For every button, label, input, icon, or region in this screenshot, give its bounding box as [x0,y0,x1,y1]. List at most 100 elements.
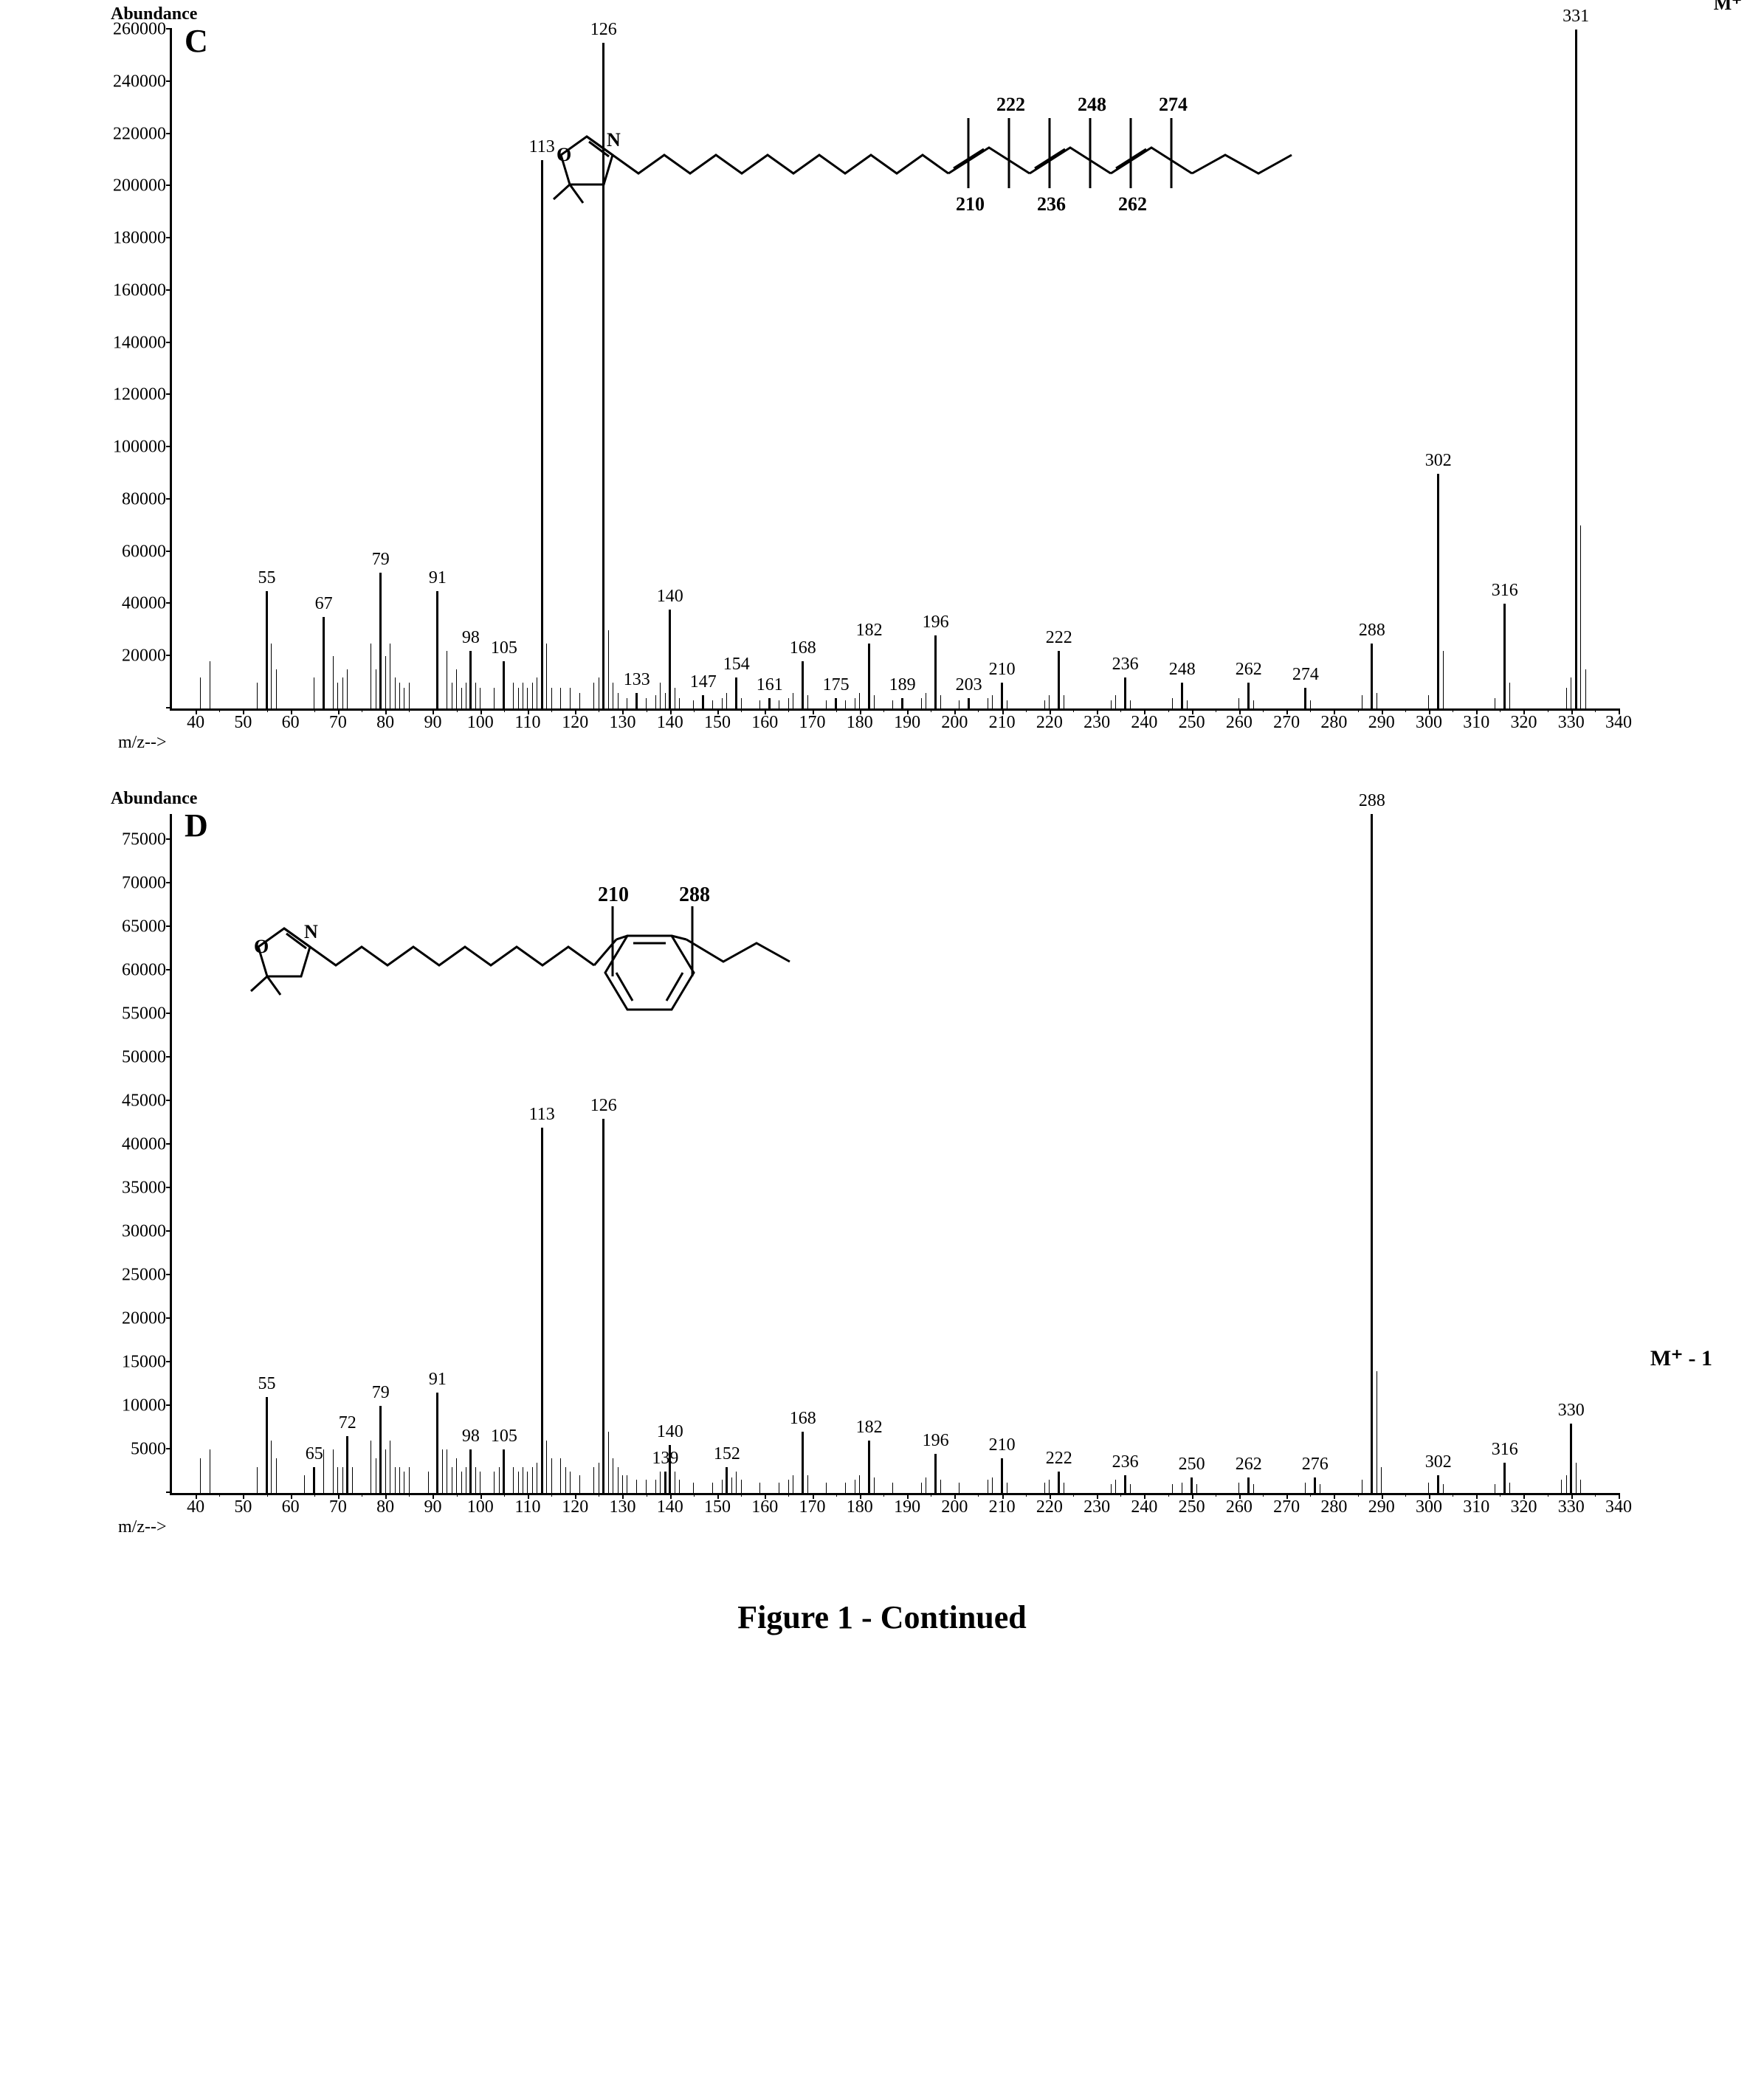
x-tick-label: 180 [847,1493,873,1517]
peak-label: 262 [1236,660,1262,680]
peak-label: 182 [856,1418,883,1438]
y-tick-label: 160000 [113,280,172,300]
noise-bar [395,677,396,708]
noise-bar [395,1467,396,1493]
svg-text:288: 288 [679,883,710,906]
noise-bar [921,698,922,708]
noise-bar [570,688,571,708]
x-tick-minor [694,1493,695,1497]
noise-bar [593,683,594,708]
peak-bar [835,698,837,708]
x-tick-label: 110 [514,708,540,733]
y-tick-mark [166,1361,172,1362]
svg-text:274: 274 [1159,94,1188,115]
peak-label: 67 [315,594,333,614]
peak-bar [469,651,472,708]
figure-caption: Figure 1 - Continued [30,1599,1734,1636]
svg-text:O: O [254,936,269,957]
noise-bar [722,698,723,708]
x-tick-label: 70 [329,1493,347,1517]
y-tick-label: 200000 [113,176,172,196]
noise-bar [579,1475,580,1493]
noise-bar [660,683,661,708]
x-tick-label: 270 [1273,1493,1300,1517]
x-tick-label: 200 [941,1493,968,1517]
noise-bar [200,1458,201,1493]
peak-label: 316 [1492,1440,1518,1460]
x-tick-minor [1026,708,1027,712]
x-tick-label: 120 [562,708,588,733]
peak-bar [379,1406,382,1493]
x-tick-minor [1595,708,1596,712]
x-tick-minor [836,1493,837,1497]
peak-bar [726,1467,728,1493]
noise-bar [1111,700,1112,708]
noise-bar [759,1483,760,1493]
peak-bar [1503,1463,1506,1493]
noise-bar [1305,1483,1306,1493]
x-tick-minor [1120,1493,1121,1497]
noise-bar [874,695,875,708]
x-tick-minor [457,708,458,712]
peak-label: 210 [989,1435,1016,1455]
peak-label: 203 [956,675,982,695]
chem-structure-c: O N 210 [517,66,1402,214]
peak-bar [1124,1475,1126,1493]
noise-bar [333,1449,334,1493]
noise-bar [1566,688,1567,708]
noise-bar [859,1475,860,1493]
x-tick-label: 80 [376,708,394,733]
peak-bar [868,1441,870,1493]
noise-bar [527,1472,528,1493]
noise-bar [807,695,808,708]
noise-bar [494,1472,495,1493]
noise-bar [333,656,334,708]
noise-bar [892,1483,893,1493]
noise-bar [546,644,547,708]
noise-bar [992,695,993,708]
x-tick-minor [836,708,837,712]
noise-bar [1044,1483,1045,1493]
noise-bar [1566,1475,1567,1493]
peak-bar [635,693,638,708]
noise-bar [475,1467,476,1493]
peak-bar [1058,1472,1060,1493]
x-tick-label: 330 [1558,708,1585,733]
peak-label: 126 [590,20,617,40]
noise-bar [826,700,827,708]
noise-bar [337,683,338,708]
noise-bar [579,693,580,708]
x-tick-minor [1500,708,1501,712]
y-tick-mark [166,838,172,840]
peak-label: 55 [258,568,276,588]
y-tick-label: 15000 [122,1353,172,1373]
noise-bar [759,700,760,708]
x-tick-label: 150 [704,708,731,733]
x-tick-label: 140 [657,708,683,733]
noise-bar [1428,1483,1429,1493]
x-tick-label: 140 [657,1493,683,1517]
peak-bar [1181,683,1183,708]
x-tick-label: 220 [1036,708,1063,733]
peak-bar [379,573,382,708]
noise-bar [1580,1480,1581,1493]
noise-bar [1428,695,1429,708]
y-tick-label: 240000 [113,72,172,92]
noise-bar [276,669,277,708]
x-tick-label: 190 [894,1493,920,1517]
x-tick-minor [504,708,505,712]
noise-bar [200,677,201,708]
peak-bar [702,695,704,708]
y-tick-label: 20000 [122,1309,172,1329]
noise-bar [560,1458,561,1493]
x-tick-minor [1595,1493,1596,1497]
x-tick-minor [1168,708,1169,712]
noise-bar [788,1480,789,1493]
y-tick-mark [166,185,172,186]
peak-label: 196 [923,1431,949,1451]
peak-bar [669,610,671,708]
x-tick-minor [978,1493,979,1497]
noise-bar [1049,1480,1050,1493]
peak-bar [541,1128,543,1493]
noise-bar [693,1483,694,1493]
